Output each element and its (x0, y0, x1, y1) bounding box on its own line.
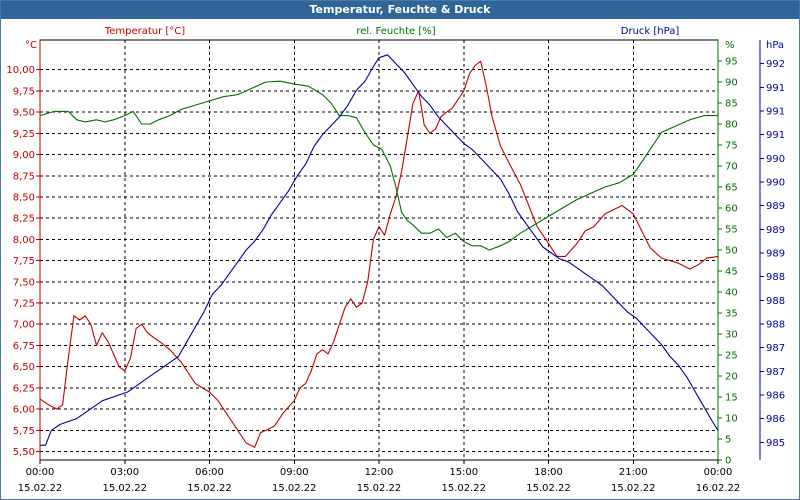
x-tick-date-8: 16.02.22 (696, 483, 741, 494)
humidity-unit-label: % (725, 40, 735, 51)
pressure-tick-label-14: 991 (766, 106, 785, 117)
temperature-tick-label-10: 8,00 (13, 235, 35, 246)
pressure-tick-label-16: 992 (766, 59, 785, 70)
x-tick-time-5: 15:00 (449, 467, 478, 478)
pressure-tick-label-4: 987 (766, 343, 785, 354)
pressure-tick-label-1: 986 (766, 414, 785, 425)
x-tick-time-1: 03:00 (110, 467, 139, 478)
humidity-tick-label-5: 25 (725, 351, 738, 362)
temperature-tick-label-12: 8,50 (13, 192, 35, 203)
temperature-tick-label-0: 5,50 (13, 447, 35, 458)
temperature-series-line (39, 60, 719, 448)
temperature-legend-label: Temperatur [°C] (104, 26, 185, 37)
humidity-tick-label-15: 75 (725, 141, 738, 152)
humidity-tick-label-12: 60 (725, 204, 738, 215)
pressure-legend-label: Druck [hPa] (621, 26, 680, 37)
temperature-tick-label-5: 6,75 (13, 341, 35, 352)
humidity-tick-label-14: 70 (725, 162, 738, 173)
humidity-tick-label-10: 50 (725, 246, 738, 257)
pressure-tick-label-5: 988 (766, 319, 785, 330)
humidity-tick-label-0: 0 (725, 456, 731, 467)
x-tick-date-7: 15.02.22 (611, 483, 656, 494)
humidity-tick-label-18: 90 (725, 78, 738, 89)
temperature-tick-label-6: 7,00 (13, 320, 35, 331)
humidity-tick-label-1: 5 (725, 435, 731, 446)
humidity-tick-label-7: 35 (725, 309, 738, 320)
temperature-tick-label-9: 7,75 (13, 256, 35, 267)
pressure-tick-label-9: 989 (766, 225, 785, 236)
humidity-tick-label-13: 65 (725, 183, 738, 194)
temperature-tick-label-18: 10,00 (6, 65, 35, 76)
temperature-tick-label-11: 8,25 (13, 214, 35, 225)
pressure-tick-label-11: 990 (766, 177, 785, 188)
temperature-tick-label-16: 9,50 (13, 108, 35, 119)
humidity-tick-label-6: 30 (725, 330, 738, 341)
pressure-series-line (40, 54, 719, 446)
temperature-tick-label-14: 9,00 (13, 150, 35, 161)
x-tick-date-0: 15.02.22 (18, 483, 63, 494)
temperature-tick-label-4: 6,50 (13, 362, 35, 373)
x-tick-date-6: 15.02.22 (526, 483, 571, 494)
temperature-tick-label-17: 9,75 (13, 86, 35, 97)
x-tick-date-5: 15.02.22 (441, 483, 486, 494)
x-tick-date-3: 15.02.22 (272, 483, 317, 494)
temperature-tick-label-13: 8,75 (13, 171, 35, 182)
temperature-tick-label-1: 5,75 (13, 426, 35, 437)
pressure-tick-label-13: 991 (766, 130, 785, 141)
temperature-tick-label-3: 6,25 (13, 383, 35, 394)
x-tick-time-0: 00:00 (26, 467, 55, 478)
humidity-tick-label-4: 20 (725, 372, 738, 383)
x-tick-time-6: 18:00 (534, 467, 563, 478)
x-tick-time-3: 09:00 (280, 467, 309, 478)
pressure-tick-label-15: 991 (766, 83, 785, 94)
temperature-tick-label-8: 7,50 (13, 277, 35, 288)
humidity-tick-label-17: 85 (725, 99, 738, 110)
pressure-unit-label: hPa (766, 40, 784, 51)
pressure-tick-label-12: 990 (766, 154, 785, 165)
pressure-tick-label-2: 986 (766, 390, 785, 401)
x-tick-time-7: 21:00 (619, 467, 648, 478)
humidity-tick-label-8: 40 (725, 288, 738, 299)
temperature-tick-label-15: 9,25 (13, 129, 35, 140)
x-tick-date-4: 15.02.22 (357, 483, 402, 494)
pressure-tick-label-10: 989 (766, 201, 785, 212)
x-tick-time-2: 06:00 (195, 467, 224, 478)
x-tick-time-4: 12:00 (365, 467, 394, 478)
humidity-tick-label-16: 80 (725, 120, 738, 131)
humidity-legend-label: rel. Feuchte [%] (356, 26, 435, 37)
temperature-unit-label: °C (25, 40, 37, 51)
x-tick-date-1: 15.02.22 (102, 483, 147, 494)
pressure-tick-label-3: 987 (766, 367, 785, 378)
x-tick-time-8: 00:00 (704, 467, 733, 478)
pressure-tick-label-8: 989 (766, 248, 785, 259)
chart-title: Temperatur, Feuchte & Druck (1, 1, 799, 19)
temperature-tick-label-2: 6,00 (13, 405, 35, 416)
temperature-tick-label-7: 7,25 (13, 299, 35, 310)
humidity-tick-label-2: 10 (725, 414, 738, 425)
pressure-tick-label-7: 988 (766, 272, 785, 283)
humidity-tick-label-11: 55 (725, 225, 738, 236)
x-tick-date-2: 15.02.22 (187, 483, 232, 494)
humidity-series-line (39, 80, 718, 251)
humidity-tick-label-9: 45 (725, 267, 738, 278)
humidity-tick-label-19: 95 (725, 57, 738, 68)
pressure-tick-label-6: 988 (766, 296, 785, 307)
pressure-tick-label-0: 985 (766, 438, 785, 449)
humidity-tick-label-3: 15 (725, 393, 738, 404)
